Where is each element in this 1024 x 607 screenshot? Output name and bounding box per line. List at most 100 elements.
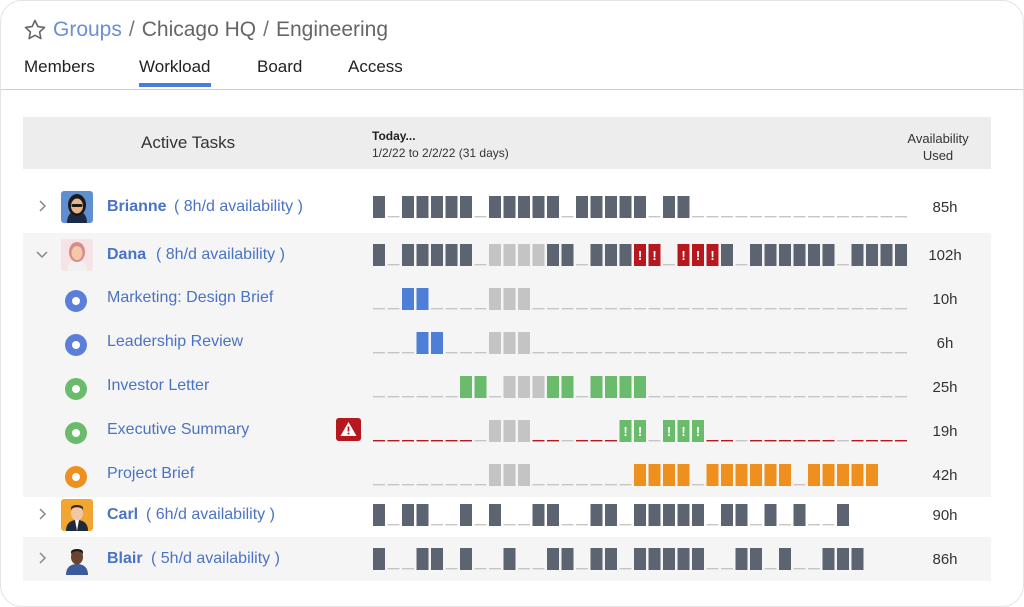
- day-bar[interactable]: [793, 504, 806, 526]
- day-bar[interactable]: [663, 196, 675, 218]
- day-bar[interactable]: [489, 420, 501, 442]
- day-bar[interactable]: [735, 464, 748, 486]
- overbooked-day-bar[interactable]: [692, 420, 704, 442]
- day-bar[interactable]: [706, 464, 719, 486]
- day-bar[interactable]: [851, 464, 864, 486]
- day-bar[interactable]: [677, 464, 690, 486]
- member-name[interactable]: Carl: [107, 506, 139, 523]
- day-bar[interactable]: [634, 376, 646, 398]
- day-bar[interactable]: [634, 196, 646, 218]
- day-bar[interactable]: [547, 376, 559, 398]
- day-bar[interactable]: [431, 548, 443, 570]
- day-bar[interactable]: [764, 244, 777, 266]
- day-bar[interactable]: [416, 196, 429, 218]
- day-bar[interactable]: [750, 464, 762, 486]
- workload-bars[interactable]: [373, 321, 908, 365]
- day-bar[interactable]: [866, 244, 878, 266]
- day-bar[interactable]: [692, 504, 704, 526]
- day-bar[interactable]: [373, 244, 385, 266]
- day-bar[interactable]: [619, 376, 632, 398]
- day-bar[interactable]: [547, 244, 559, 266]
- chevron-right-icon[interactable]: [35, 199, 49, 213]
- tab-members[interactable]: Members: [24, 57, 95, 76]
- day-bar[interactable]: [590, 548, 603, 570]
- day-bar[interactable]: [431, 332, 443, 354]
- day-bar[interactable]: [532, 376, 545, 398]
- chevron-right-icon[interactable]: [35, 551, 49, 565]
- day-bar[interactable]: [402, 504, 414, 526]
- day-bar[interactable]: [764, 504, 777, 526]
- day-bar[interactable]: [489, 332, 501, 354]
- breadcrumb-location[interactable]: Chicago HQ: [141, 18, 257, 41]
- overbooked-day-bar[interactable]: [663, 420, 675, 442]
- day-bar[interactable]: [822, 548, 835, 570]
- day-bar[interactable]: [605, 376, 617, 398]
- task-row[interactable]: Executive Summary !!!!! 19h: [23, 409, 991, 453]
- day-bar[interactable]: [460, 548, 472, 570]
- day-bar[interactable]: [416, 504, 429, 526]
- day-bar[interactable]: [808, 244, 820, 266]
- overbooked-day-bar[interactable]: [692, 244, 704, 266]
- day-bar[interactable]: [779, 244, 791, 266]
- day-bar[interactable]: [648, 464, 661, 486]
- day-bar[interactable]: [518, 244, 530, 266]
- member-name[interactable]: Blair: [107, 550, 143, 567]
- day-bar[interactable]: [634, 504, 646, 526]
- day-bar[interactable]: [605, 504, 617, 526]
- day-bar[interactable]: [851, 548, 864, 570]
- day-bar[interactable]: [750, 244, 762, 266]
- day-bar[interactable]: [837, 548, 849, 570]
- day-bar[interactable]: [822, 244, 835, 266]
- day-bar[interactable]: [605, 244, 617, 266]
- day-bar[interactable]: [793, 244, 806, 266]
- day-bar[interactable]: [590, 504, 603, 526]
- overbooked-day-bar[interactable]: [706, 244, 719, 266]
- day-bar[interactable]: [532, 196, 545, 218]
- workload-bars[interactable]: [373, 537, 908, 581]
- day-bar[interactable]: [721, 464, 733, 486]
- day-bar[interactable]: [532, 504, 545, 526]
- tab-access[interactable]: Access: [348, 57, 403, 76]
- workload-bars[interactable]: [373, 277, 908, 321]
- day-bar[interactable]: [677, 196, 690, 218]
- day-bar[interactable]: [445, 244, 458, 266]
- task-name[interactable]: Marketing: Design Brief: [107, 289, 274, 306]
- day-bar[interactable]: [590, 376, 603, 398]
- day-bar[interactable]: [721, 504, 733, 526]
- day-bar[interactable]: [518, 420, 530, 442]
- day-bar[interactable]: [779, 464, 791, 486]
- member-row-carl[interactable]: Carl ( 6h/d availability ) 90h: [23, 493, 991, 537]
- day-bar[interactable]: [518, 332, 530, 354]
- day-bar[interactable]: [851, 244, 864, 266]
- day-bar[interactable]: [373, 196, 385, 218]
- day-bar[interactable]: [677, 548, 690, 570]
- day-bar[interactable]: [590, 244, 603, 266]
- day-bar[interactable]: [837, 464, 849, 486]
- day-bar[interactable]: [373, 504, 385, 526]
- member-name[interactable]: Brianne: [107, 198, 167, 215]
- day-bar[interactable]: [561, 376, 574, 398]
- day-bar[interactable]: [489, 288, 501, 310]
- day-bar[interactable]: [735, 504, 748, 526]
- task-row[interactable]: Project Brief 42h: [23, 453, 991, 497]
- day-bar[interactable]: [750, 548, 762, 570]
- day-bar[interactable]: [692, 548, 704, 570]
- day-bar[interactable]: [402, 196, 414, 218]
- day-bar[interactable]: [561, 244, 574, 266]
- day-bar[interactable]: [634, 548, 646, 570]
- day-bar[interactable]: [402, 244, 414, 266]
- day-bar[interactable]: [503, 244, 516, 266]
- task-row[interactable]: Leadership Review 6h: [23, 321, 991, 365]
- day-bar[interactable]: [619, 244, 632, 266]
- day-bar[interactable]: [460, 196, 472, 218]
- day-bar[interactable]: [822, 464, 835, 486]
- day-bar[interactable]: [503, 376, 516, 398]
- day-bar[interactable]: [895, 244, 907, 266]
- overbooked-day-bar[interactable]: [634, 244, 646, 266]
- day-bar[interactable]: [503, 420, 516, 442]
- day-bar[interactable]: [503, 464, 516, 486]
- task-row[interactable]: Marketing: Design Brief 10h: [23, 277, 991, 321]
- day-bar[interactable]: [402, 288, 414, 310]
- member-row-blair[interactable]: Blair ( 5h/d availability ) 86h: [23, 537, 991, 581]
- day-bar[interactable]: [880, 244, 893, 266]
